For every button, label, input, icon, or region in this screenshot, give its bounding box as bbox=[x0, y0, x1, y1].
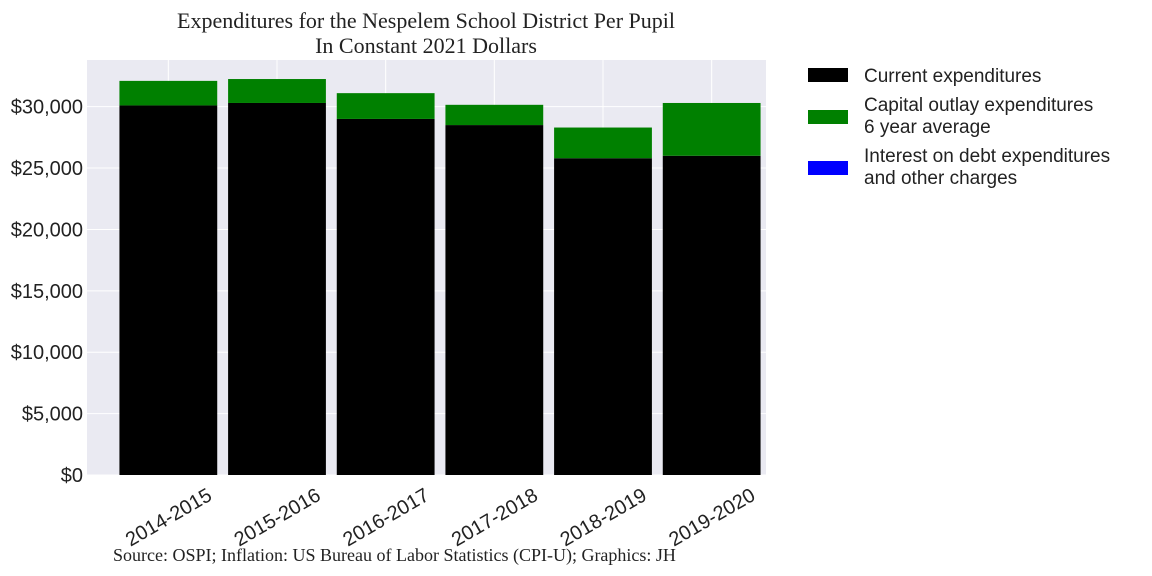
legend-label-2: Interest on debt expenditures and other c… bbox=[864, 146, 1110, 189]
y-tick-label: $30,000 bbox=[11, 97, 83, 119]
bar-2018-2019-series-0 bbox=[554, 158, 652, 475]
y-tick-label: $15,000 bbox=[11, 281, 83, 303]
x-tick-label: 2019-2020 bbox=[665, 484, 759, 551]
bar-2019-2020-series-0 bbox=[662, 155, 761, 475]
bar-2015-2016-series-0 bbox=[228, 102, 326, 475]
y-tick-label: $25,000 bbox=[11, 158, 83, 180]
bar-2019-2020-series-1 bbox=[662, 102, 761, 156]
y-tick-label: $5,000 bbox=[22, 404, 83, 426]
x-tick-label: 2017-2018 bbox=[448, 484, 542, 551]
legend-patch-2 bbox=[808, 161, 848, 175]
bar-2016-2017-series-0 bbox=[336, 118, 435, 476]
y-tick-label: $10,000 bbox=[11, 342, 83, 364]
source-note: Source: OSPI; Inflation: US Bureau of La… bbox=[113, 545, 676, 566]
chart-title-line-1: Expenditures for the Nespelem School Dis… bbox=[177, 8, 675, 33]
x-axis: 2014-2015 2015-2016 2016-2017 2017-2018 2018… bbox=[122, 484, 759, 551]
bar-2014-2015-series-1 bbox=[119, 80, 218, 106]
bars bbox=[119, 79, 761, 476]
y-tick-label: $0 bbox=[61, 465, 83, 487]
bar-2017-2018-series-1 bbox=[445, 104, 544, 126]
x-tick-label: 2018-2019 bbox=[557, 484, 651, 551]
legend-label-1: Capital outlay expenditures 6 year averag… bbox=[864, 95, 1093, 138]
x-tick-label: 2016-2017 bbox=[339, 484, 433, 551]
x-tick-label: 2014-2015 bbox=[122, 484, 216, 551]
legend-label-0: Current expenditures bbox=[864, 66, 1041, 87]
bar-2018-2019-series-1 bbox=[554, 127, 652, 159]
legend-patch-0 bbox=[808, 68, 848, 82]
bar-2015-2016-series-1 bbox=[228, 79, 326, 103]
x-tick-label: 2015-2016 bbox=[231, 484, 325, 551]
legend-patch-1 bbox=[808, 110, 848, 124]
bar-2014-2015-series-0 bbox=[119, 105, 218, 476]
bar-2016-2017-series-1 bbox=[336, 93, 435, 119]
y-tick-label: $20,000 bbox=[11, 219, 83, 241]
chart-title-line-2: In Constant 2021 Dollars bbox=[315, 33, 537, 58]
bar-2017-2018-series-0 bbox=[445, 125, 544, 475]
legend: Current expenditures Capital outlay expen… bbox=[808, 66, 1110, 189]
y-axis: $0 $5,000 $10,000 $15,000 $20,000 $25,000 $30,… bbox=[11, 97, 83, 487]
